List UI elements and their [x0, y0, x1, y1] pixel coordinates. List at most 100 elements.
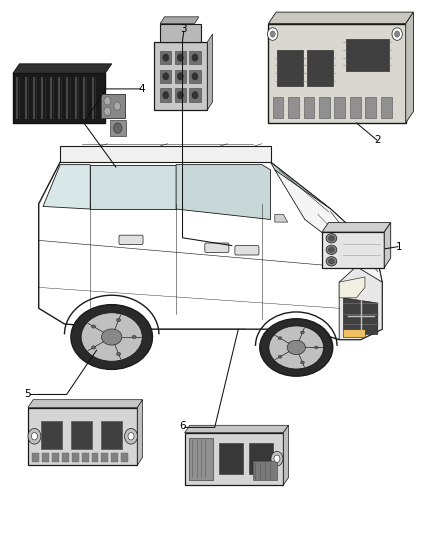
FancyBboxPatch shape — [175, 88, 186, 102]
Polygon shape — [90, 165, 176, 209]
Circle shape — [163, 92, 169, 99]
FancyBboxPatch shape — [189, 70, 201, 83]
Polygon shape — [43, 165, 90, 209]
Polygon shape — [28, 400, 143, 408]
Text: 4: 4 — [138, 84, 145, 94]
Polygon shape — [60, 147, 271, 162]
FancyBboxPatch shape — [175, 51, 186, 64]
FancyBboxPatch shape — [322, 232, 384, 268]
Circle shape — [177, 92, 184, 99]
FancyBboxPatch shape — [160, 88, 171, 102]
Ellipse shape — [328, 247, 335, 253]
Ellipse shape — [328, 236, 335, 241]
Ellipse shape — [117, 352, 120, 356]
Text: 1: 1 — [396, 241, 403, 252]
Polygon shape — [176, 165, 271, 220]
Circle shape — [104, 107, 111, 116]
Polygon shape — [339, 277, 365, 298]
Ellipse shape — [71, 305, 152, 369]
Ellipse shape — [287, 340, 305, 354]
FancyBboxPatch shape — [101, 421, 123, 449]
FancyBboxPatch shape — [52, 453, 59, 463]
Circle shape — [192, 72, 198, 80]
Ellipse shape — [328, 259, 335, 264]
Circle shape — [28, 429, 41, 444]
Polygon shape — [208, 34, 212, 110]
Ellipse shape — [326, 245, 337, 254]
Text: 6: 6 — [179, 421, 186, 431]
Circle shape — [32, 433, 37, 440]
Ellipse shape — [278, 356, 282, 358]
Polygon shape — [406, 12, 413, 123]
FancyBboxPatch shape — [350, 97, 360, 118]
FancyBboxPatch shape — [42, 453, 49, 463]
FancyBboxPatch shape — [381, 97, 392, 118]
Circle shape — [395, 31, 400, 37]
Ellipse shape — [81, 313, 142, 361]
FancyBboxPatch shape — [189, 438, 212, 480]
FancyBboxPatch shape — [92, 453, 99, 463]
Circle shape — [270, 31, 275, 37]
FancyBboxPatch shape — [235, 246, 259, 255]
Polygon shape — [13, 64, 112, 73]
Circle shape — [114, 102, 121, 110]
FancyBboxPatch shape — [272, 97, 283, 118]
Polygon shape — [138, 400, 143, 465]
FancyBboxPatch shape — [253, 462, 277, 480]
FancyBboxPatch shape — [154, 42, 208, 110]
Circle shape — [177, 72, 184, 80]
Circle shape — [124, 429, 138, 444]
FancyBboxPatch shape — [72, 453, 79, 463]
Polygon shape — [283, 425, 289, 485]
Polygon shape — [275, 214, 288, 222]
FancyBboxPatch shape — [28, 408, 138, 465]
FancyBboxPatch shape — [277, 50, 303, 86]
FancyBboxPatch shape — [32, 453, 39, 463]
Ellipse shape — [278, 337, 282, 340]
FancyBboxPatch shape — [71, 421, 92, 449]
FancyBboxPatch shape — [121, 453, 128, 463]
Ellipse shape — [300, 361, 304, 364]
Ellipse shape — [92, 346, 95, 349]
FancyBboxPatch shape — [335, 97, 345, 118]
Ellipse shape — [260, 319, 333, 376]
FancyBboxPatch shape — [219, 443, 243, 474]
FancyBboxPatch shape — [160, 70, 171, 83]
Ellipse shape — [269, 326, 324, 369]
FancyBboxPatch shape — [307, 50, 333, 86]
Ellipse shape — [132, 335, 136, 338]
Circle shape — [192, 54, 198, 61]
FancyBboxPatch shape — [189, 88, 201, 102]
FancyBboxPatch shape — [160, 51, 171, 64]
FancyBboxPatch shape — [13, 73, 105, 123]
Circle shape — [177, 54, 184, 61]
Text: 5: 5 — [25, 390, 31, 399]
FancyBboxPatch shape — [81, 453, 88, 463]
Circle shape — [104, 97, 111, 105]
Polygon shape — [39, 162, 382, 340]
Polygon shape — [275, 170, 382, 282]
FancyBboxPatch shape — [41, 421, 62, 449]
Ellipse shape — [117, 318, 120, 322]
Circle shape — [113, 123, 122, 133]
Ellipse shape — [314, 346, 318, 349]
FancyBboxPatch shape — [185, 433, 283, 485]
Ellipse shape — [102, 329, 122, 345]
FancyBboxPatch shape — [288, 97, 299, 118]
Ellipse shape — [92, 325, 95, 328]
Polygon shape — [160, 17, 199, 23]
FancyBboxPatch shape — [101, 453, 108, 463]
Circle shape — [392, 28, 402, 41]
FancyBboxPatch shape — [249, 443, 272, 474]
Circle shape — [163, 54, 169, 61]
Circle shape — [268, 28, 278, 41]
FancyBboxPatch shape — [346, 39, 389, 71]
FancyBboxPatch shape — [111, 453, 118, 463]
Polygon shape — [268, 12, 413, 23]
FancyBboxPatch shape — [62, 453, 69, 463]
FancyBboxPatch shape — [189, 51, 201, 64]
FancyBboxPatch shape — [319, 97, 330, 118]
Ellipse shape — [326, 233, 337, 243]
Ellipse shape — [326, 256, 337, 266]
FancyBboxPatch shape — [175, 70, 186, 83]
